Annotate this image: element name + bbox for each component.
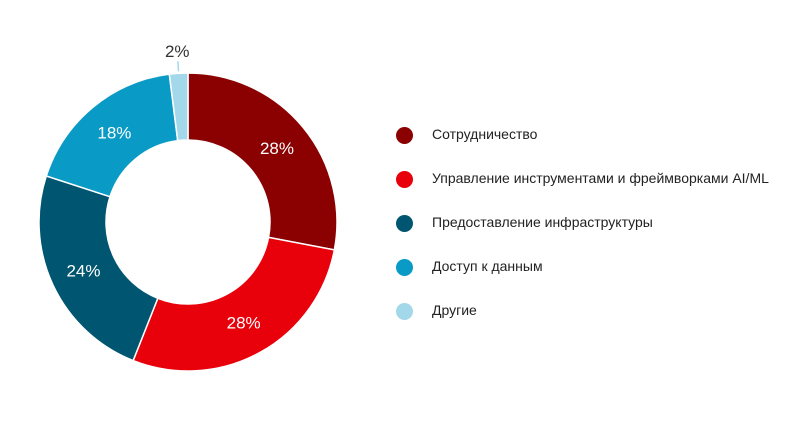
slice-ai-ml-tools: [132, 236, 336, 372]
legend-item-ai-ml-tools: Управление инструментами и фреймворками …: [396, 168, 769, 212]
slice-other: [168, 72, 189, 142]
legend-item-infrastructure: Предоставление инфраструктуры: [396, 212, 769, 256]
legend-label: Предоставление инфраструктуры: [432, 214, 653, 230]
legend: Сотрудничество Управление инструментами …: [396, 124, 769, 344]
legend-item-other: Другие: [396, 300, 769, 344]
legend-swatch: [396, 215, 413, 232]
slice-label-data-access: 18%: [97, 124, 131, 143]
legend-label: Сотрудничество: [432, 126, 538, 142]
slice-collaboration: [187, 72, 338, 251]
leader-line-other: [177, 61, 180, 72]
legend-label: Другие: [432, 302, 477, 318]
legend-swatch: [396, 259, 413, 276]
legend-label: Доступ к данным: [432, 258, 543, 274]
slice-label-collaboration: 28%: [260, 139, 294, 158]
legend-swatch: [396, 303, 413, 320]
legend-swatch: [396, 171, 413, 188]
slice-label-other: 2%: [165, 42, 190, 61]
slice-label-ai-ml-tools: 28%: [227, 314, 261, 333]
slice-label-infrastructure: 24%: [66, 262, 100, 281]
legend-swatch: [396, 127, 413, 144]
legend-item-collaboration: Сотрудничество: [396, 124, 769, 168]
legend-item-data-access: Доступ к данным: [396, 256, 769, 300]
legend-label: Управление инструментами и фреймворками …: [432, 170, 769, 186]
slice-infrastructure: [38, 175, 159, 362]
